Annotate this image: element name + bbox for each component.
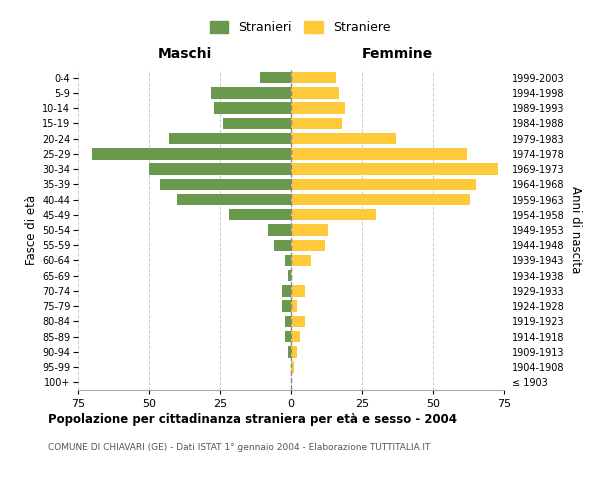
Bar (229, 209, 291, 220)
Y-axis label: Fasce di età: Fasce di età (25, 195, 38, 265)
Bar (291, 194, 470, 205)
Y-axis label: Anni di nascita: Anni di nascita (569, 186, 581, 274)
Bar (268, 224, 291, 235)
Bar (291, 87, 339, 99)
Bar (291, 118, 342, 129)
Bar (291, 164, 499, 175)
Bar (178, 194, 291, 205)
Bar (283, 300, 291, 312)
Bar (169, 133, 291, 144)
Bar (211, 87, 291, 99)
Text: Femmine: Femmine (362, 47, 433, 61)
Bar (149, 164, 291, 175)
Bar (260, 72, 291, 84)
Bar (291, 346, 296, 358)
Bar (288, 346, 291, 358)
Bar (291, 224, 328, 235)
Bar (291, 148, 467, 160)
Bar (291, 316, 305, 327)
Bar (274, 240, 291, 251)
Text: Popolazione per cittadinanza straniera per età e sesso - 2004: Popolazione per cittadinanza straniera p… (48, 412, 457, 426)
Bar (288, 270, 291, 281)
Bar (92, 148, 291, 160)
Bar (291, 178, 476, 190)
Bar (291, 300, 296, 312)
Bar (214, 102, 291, 114)
Bar (160, 178, 291, 190)
Bar (291, 331, 299, 342)
Bar (291, 209, 376, 220)
Bar (291, 72, 337, 84)
Text: COMUNE DI CHIAVARI (GE) - Dati ISTAT 1° gennaio 2004 - Elaborazione TUTTITALIA.I: COMUNE DI CHIAVARI (GE) - Dati ISTAT 1° … (48, 442, 430, 452)
Text: Maschi: Maschi (157, 47, 212, 61)
Bar (283, 285, 291, 296)
Bar (291, 240, 325, 251)
Bar (291, 285, 305, 296)
Bar (286, 255, 291, 266)
Bar (291, 102, 345, 114)
Bar (286, 316, 291, 327)
Bar (286, 331, 291, 342)
Legend: Stranieri, Straniere: Stranieri, Straniere (205, 16, 395, 40)
Bar (291, 133, 396, 144)
Bar (223, 118, 291, 129)
Bar (291, 362, 294, 373)
Bar (291, 255, 311, 266)
